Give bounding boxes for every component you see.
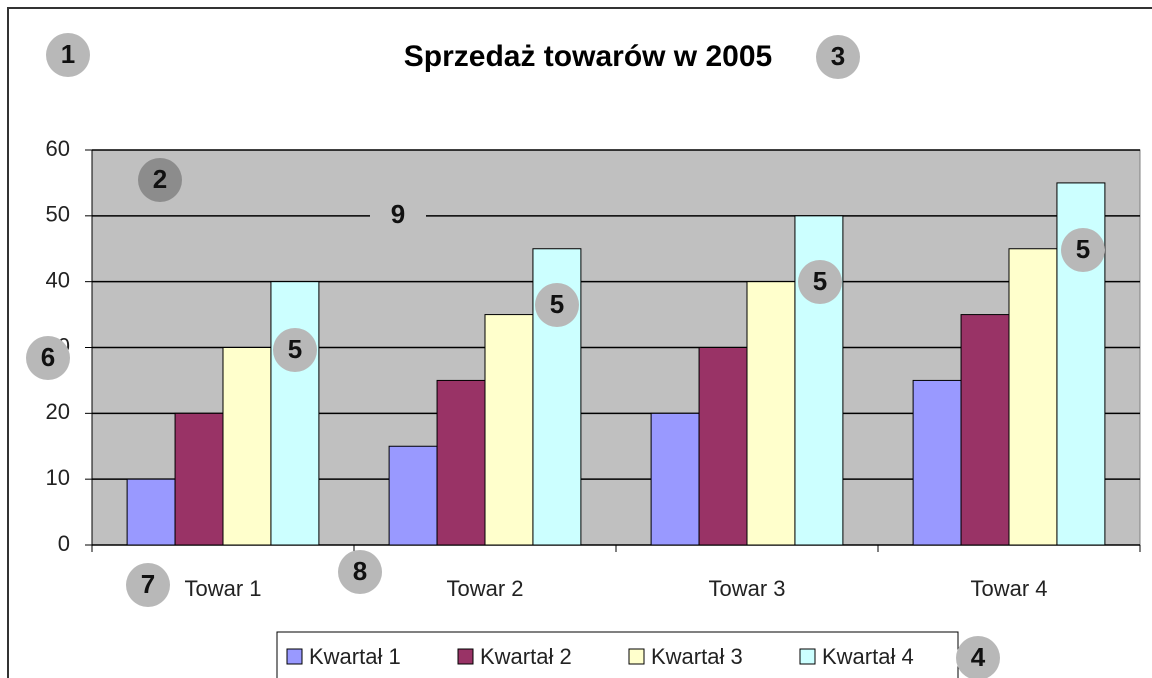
bar bbox=[174, 412, 224, 546]
annotation-circle bbox=[956, 636, 1000, 678]
y-tick-label: 40 bbox=[46, 267, 70, 292]
annotation-circle bbox=[46, 33, 90, 77]
bar bbox=[698, 347, 748, 546]
annotation-circle bbox=[1061, 228, 1105, 272]
bar bbox=[436, 379, 486, 546]
bar bbox=[222, 347, 272, 546]
annotation-label: 2 bbox=[153, 164, 167, 194]
bar bbox=[484, 314, 534, 546]
annotation-label: 5 bbox=[813, 266, 827, 296]
annotation-label: 8 bbox=[353, 556, 367, 586]
y-tick-label: 60 bbox=[46, 136, 70, 161]
bar bbox=[388, 445, 438, 546]
legend-label: Kwartał 4 bbox=[822, 644, 914, 669]
annotation-label: 5 bbox=[550, 289, 564, 319]
legend-label: Kwartał 2 bbox=[480, 644, 572, 669]
legend-swatch bbox=[286, 648, 303, 665]
annotation-label: 9 bbox=[391, 199, 405, 229]
annotation-circle bbox=[126, 563, 170, 607]
annotation-circle bbox=[535, 283, 579, 327]
y-tick-label: 50 bbox=[46, 202, 70, 227]
annotation-label: 3 bbox=[831, 41, 845, 71]
bar bbox=[126, 478, 176, 546]
annotation-circle bbox=[26, 336, 70, 380]
annotation-label: 1 bbox=[61, 39, 75, 69]
x-tick-label: Towar 2 bbox=[446, 576, 523, 601]
bar bbox=[270, 281, 320, 546]
annotation-circle bbox=[273, 328, 317, 372]
annotation-label: 7 bbox=[141, 569, 155, 599]
legend-swatch bbox=[628, 648, 645, 665]
bar bbox=[746, 281, 796, 546]
y-tick-label: 20 bbox=[46, 399, 70, 424]
annotation-label: 4 bbox=[971, 642, 986, 672]
annotation-circle bbox=[816, 35, 860, 79]
annotation-label: 5 bbox=[1076, 234, 1090, 264]
y-tick-label: 0 bbox=[58, 531, 70, 556]
annotation-bg bbox=[370, 201, 426, 229]
bar bbox=[960, 314, 1010, 546]
bar bbox=[650, 412, 700, 546]
x-tick-label: Towar 1 bbox=[184, 576, 261, 601]
legend-label: Kwartał 1 bbox=[309, 644, 401, 669]
annotation-label: 5 bbox=[288, 334, 302, 364]
legend-swatch bbox=[799, 648, 816, 665]
annotation-circle bbox=[798, 260, 842, 304]
annotation-circle bbox=[338, 550, 382, 594]
chart-title: Sprzedaż towarów w 2005 bbox=[404, 40, 772, 73]
legend-swatch bbox=[457, 648, 474, 665]
x-tick-label: Towar 3 bbox=[708, 576, 785, 601]
bar bbox=[912, 379, 962, 546]
x-tick-label: Towar 4 bbox=[970, 576, 1047, 601]
annotation-circle bbox=[138, 158, 182, 202]
legend-label: Kwartał 3 bbox=[651, 644, 743, 669]
y-tick-label: 10 bbox=[46, 465, 70, 490]
bar bbox=[1008, 248, 1058, 546]
annotation-label: 6 bbox=[41, 342, 55, 372]
legend-box bbox=[276, 631, 959, 678]
